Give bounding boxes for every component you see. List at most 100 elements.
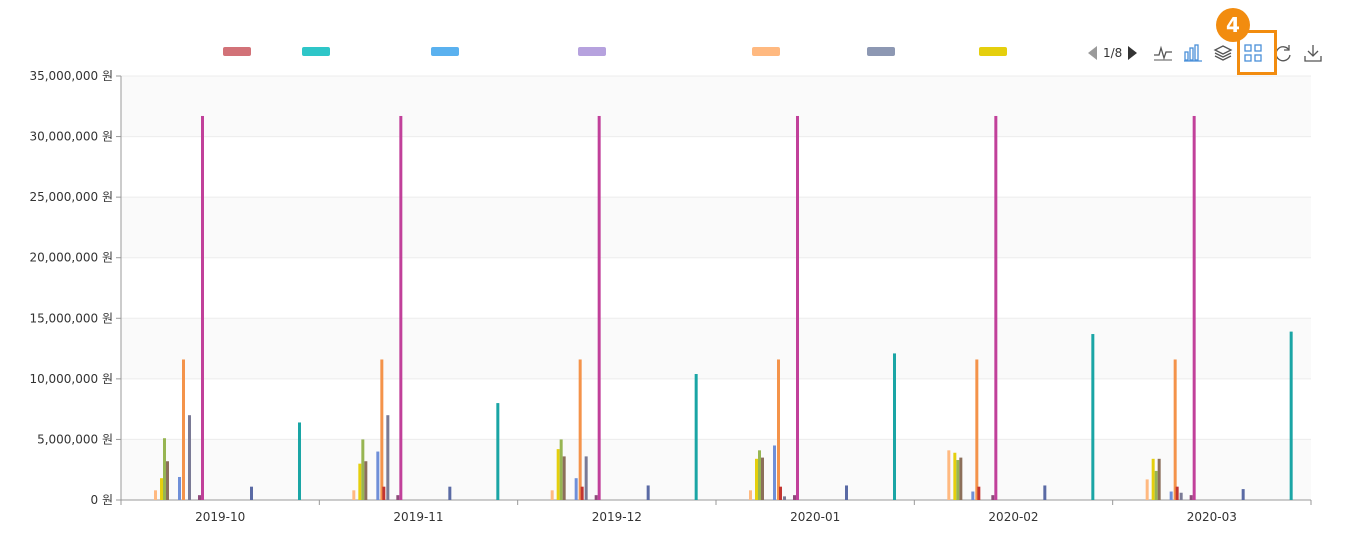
x-tick-label: 2020-03 — [1187, 510, 1237, 524]
bar — [578, 359, 582, 500]
legend-swatch-1[interactable] — [223, 47, 251, 56]
pager-next-icon[interactable] — [1128, 46, 1138, 60]
bar — [198, 495, 201, 500]
x-tick-label: 2020-01 — [790, 510, 840, 524]
bar — [448, 486, 452, 500]
bar — [364, 461, 368, 500]
x-tick-label: 2019-10 — [195, 510, 245, 524]
bar — [496, 403, 500, 500]
bar — [1289, 331, 1293, 500]
bar — [386, 415, 390, 500]
bar — [178, 476, 181, 500]
y-tick-label: 30,000,000 원 — [29, 130, 113, 144]
bar — [1175, 486, 1179, 500]
legend-swatch-5[interactable] — [752, 47, 780, 56]
bar — [382, 486, 386, 500]
bar — [298, 422, 301, 500]
pager-prev-icon[interactable] — [1088, 46, 1097, 60]
bar — [250, 486, 253, 500]
bar — [1169, 491, 1173, 500]
bar — [646, 485, 650, 500]
bar-chart-icon[interactable] — [1181, 41, 1205, 65]
x-tick-label: 2019-12 — [592, 510, 642, 524]
bar — [594, 495, 598, 500]
bar — [749, 490, 752, 500]
legend-swatch-4[interactable] — [578, 47, 606, 56]
bar — [597, 115, 601, 500]
bar — [991, 495, 995, 500]
bar — [1091, 334, 1095, 500]
stack-icon[interactable] — [1211, 41, 1235, 65]
legend-pager: 1/8 — [1088, 46, 1138, 60]
bar — [793, 495, 796, 500]
legend-swatch-6[interactable] — [867, 47, 895, 56]
bar — [559, 439, 563, 500]
bar — [396, 495, 400, 500]
bar — [783, 496, 786, 500]
bar — [773, 445, 776, 500]
grid-view-icon[interactable] — [1241, 41, 1265, 65]
bar — [580, 486, 584, 500]
legend-swatch-7[interactable] — [979, 47, 1007, 56]
bar — [1173, 359, 1177, 500]
bar — [188, 415, 191, 500]
y-tick-label: 15,000,000 원 — [29, 311, 113, 325]
bar — [977, 486, 981, 500]
y-tick-label: 35,000,000 원 — [29, 69, 113, 83]
bar — [1179, 492, 1183, 500]
bar — [1154, 470, 1158, 500]
bar — [1151, 458, 1155, 500]
bar — [994, 115, 998, 500]
bar — [163, 438, 166, 500]
bar — [1145, 479, 1149, 500]
bar — [953, 452, 957, 500]
x-tick-label: 2020-02 — [988, 510, 1038, 524]
bar — [971, 491, 975, 500]
download-icon[interactable] — [1301, 41, 1325, 65]
bar — [796, 115, 799, 500]
legend-swatch-2[interactable] — [302, 47, 330, 56]
bar — [1189, 495, 1193, 500]
bar — [584, 456, 588, 500]
bar — [893, 353, 896, 500]
bar — [1157, 458, 1161, 500]
grid-band — [121, 439, 1311, 500]
bar — [1043, 485, 1047, 500]
bar — [361, 439, 365, 500]
grid-band — [121, 76, 1311, 137]
grid-band — [121, 318, 1311, 379]
bar — [352, 490, 356, 500]
y-tick-label: 0 원 — [91, 493, 114, 507]
bar — [556, 449, 560, 500]
y-tick-label: 25,000,000 원 — [29, 190, 113, 204]
bar — [154, 490, 157, 500]
bar — [755, 458, 758, 500]
y-tick-label: 20,000,000 원 — [29, 251, 113, 265]
bar — [694, 374, 698, 500]
bar — [201, 115, 204, 500]
bar — [160, 478, 163, 500]
bar — [956, 460, 960, 500]
bar — [845, 485, 848, 500]
bar — [779, 486, 782, 500]
line-chart-icon[interactable] — [1151, 41, 1175, 65]
x-tick-label: 2019-11 — [393, 510, 443, 524]
bar — [947, 450, 951, 500]
bar — [380, 359, 384, 500]
step-badge: 4 — [1216, 8, 1250, 42]
bar — [1241, 489, 1245, 500]
bar — [182, 359, 185, 500]
y-tick-label: 10,000,000 원 — [29, 372, 113, 386]
bar — [550, 490, 554, 500]
bar — [1192, 115, 1196, 500]
bar — [959, 457, 963, 500]
bar — [399, 115, 403, 500]
bar — [574, 478, 578, 500]
bar — [758, 450, 761, 500]
bar — [376, 451, 380, 500]
legend-swatch-3[interactable] — [431, 47, 459, 56]
page-indicator: 1/8 — [1103, 46, 1123, 60]
highlight-box — [1237, 30, 1277, 75]
